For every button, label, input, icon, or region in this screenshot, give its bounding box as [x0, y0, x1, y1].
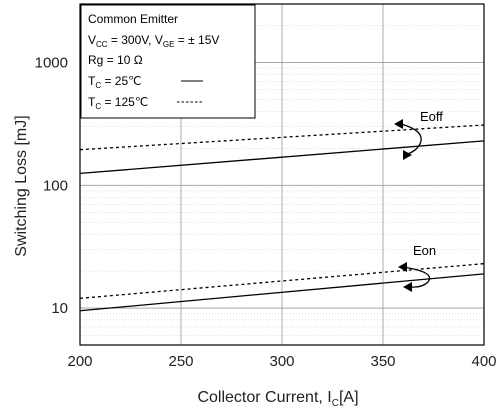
- legend-tc25: TC = 25℃: [88, 74, 142, 90]
- x-tick-label: 350: [370, 353, 395, 370]
- plot-frame: [79, 3, 485, 346]
- series-eoff-25c: [79, 140, 485, 175]
- x-tick-label: 200: [67, 353, 92, 370]
- x-tick-label: 300: [269, 353, 294, 370]
- legend-tc125: TC = 125℃: [88, 95, 148, 111]
- x-axis-title: Collector Current, IC[A]: [197, 389, 358, 409]
- tick-labels: 200 250 300 350 400 10 100 1000: [35, 55, 497, 370]
- eoff-bracket-icon: [394, 119, 422, 160]
- annotation-eoff: Eoff: [420, 109, 443, 124]
- legend: Common Emitter VCC = 300V, VGE = ± 15V R…: [80, 4, 256, 119]
- series-eon-25c: [79, 273, 485, 312]
- y-axis-title: Switching Loss [mJ]: [13, 115, 30, 256]
- legend-rg: Rg = 10 Ω: [88, 53, 143, 67]
- legend-title: Common Emitter: [88, 12, 178, 26]
- y-tick-label: 10: [51, 300, 68, 317]
- eon-bracket-icon: [398, 262, 431, 292]
- series-eoff-125c: [79, 124, 485, 151]
- y-tick-label: 100: [43, 177, 68, 194]
- legend-conditions: VCC = 300V, VGE = ± 15V: [88, 33, 219, 49]
- y-tick-label: 1000: [35, 55, 68, 72]
- x-tick-label: 250: [168, 353, 193, 370]
- x-tick-label: 400: [471, 353, 496, 370]
- annotation-eon: Eon: [413, 243, 436, 258]
